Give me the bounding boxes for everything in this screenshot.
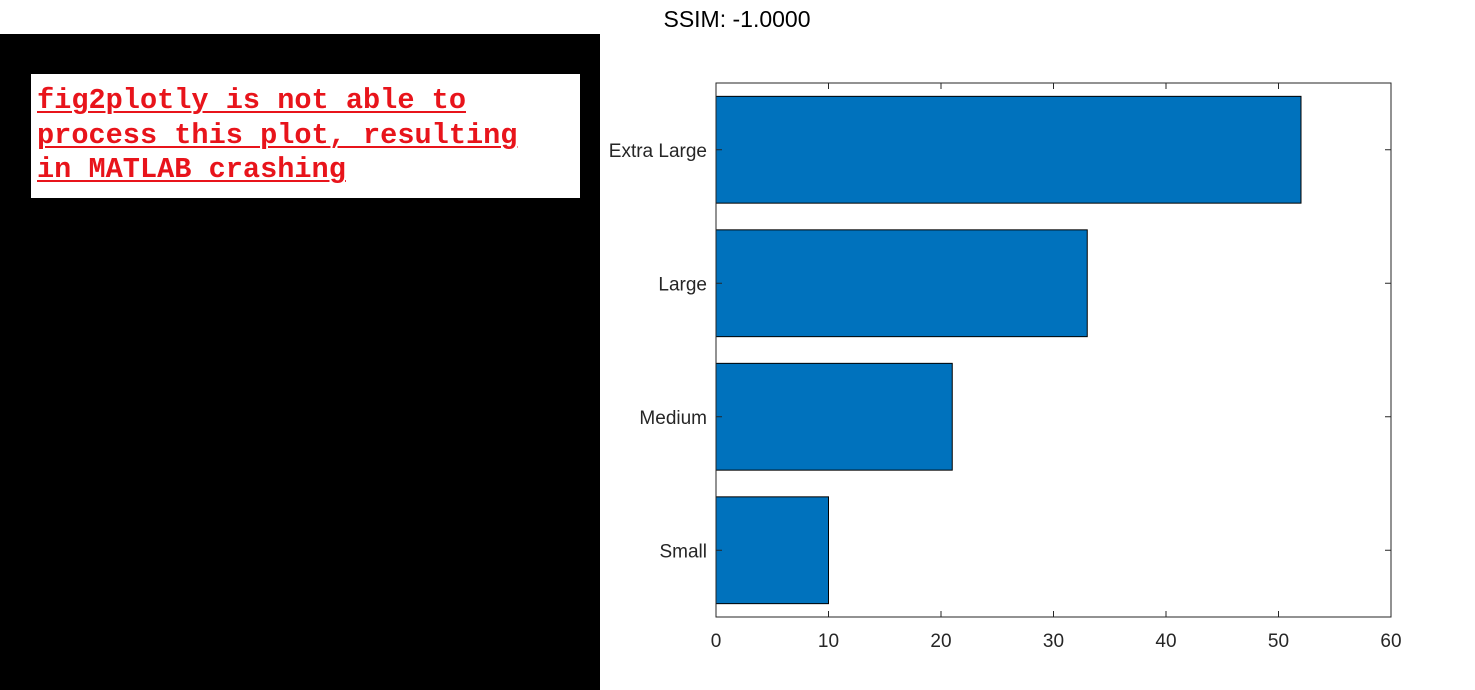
error-message-box: fig2plotly is not able to process this p… xyxy=(31,74,580,198)
bar-large xyxy=(715,229,1088,338)
ticks-group xyxy=(715,83,1392,617)
x-tick-label: 20 xyxy=(930,631,951,652)
ssim-label: SSIM: -1.0000 xyxy=(663,6,811,32)
error-line-1: fig2plotly is not able to xyxy=(37,84,466,117)
x-tick-label: 30 xyxy=(1043,631,1064,652)
y-tick-labels: Small Medium Large Extra Large xyxy=(609,141,707,563)
x-tick-label: 10 xyxy=(818,631,839,652)
error-panel: fig2plotly is not able to process this p… xyxy=(0,34,600,690)
x-tick-label: 60 xyxy=(1380,631,1401,652)
x-tick-labels: 0 10 20 30 40 50 60 xyxy=(711,631,1402,652)
x-tick-label: 40 xyxy=(1155,631,1176,652)
y-tick-label: Extra Large xyxy=(609,141,707,162)
error-message: fig2plotly is not able to process this p… xyxy=(37,84,580,188)
y-tick-label: Small xyxy=(659,541,707,562)
x-tick-label: 0 xyxy=(711,631,722,652)
error-line-2: process this plot, resulting xyxy=(37,118,518,152)
bars-group xyxy=(715,95,1302,605)
bar-extra-large xyxy=(715,95,1302,204)
bar-small xyxy=(715,496,829,605)
y-tick-label: Large xyxy=(658,274,707,295)
bar-medium xyxy=(715,362,953,471)
x-tick-label: 50 xyxy=(1268,631,1289,652)
error-line-3: in MATLAB crashing xyxy=(37,153,346,186)
y-tick-label: Medium xyxy=(639,408,707,429)
